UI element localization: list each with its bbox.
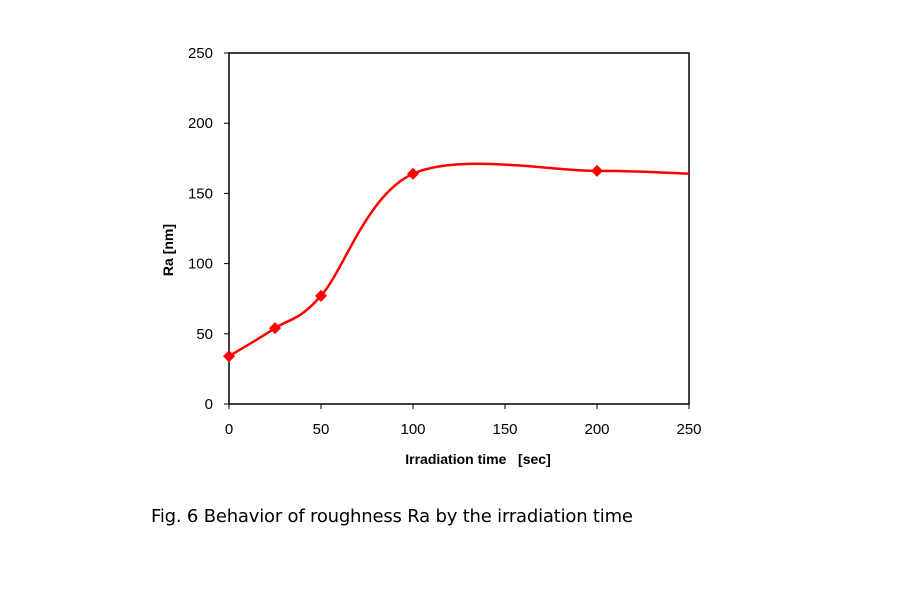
data-point-marker — [315, 289, 327, 302]
x-tick-label: 50 — [313, 421, 330, 438]
x-axis-label: Irradiation time [sec] — [405, 451, 550, 467]
data-point-marker — [223, 350, 235, 363]
data-point-marker — [269, 322, 281, 335]
x-tick-label: 100 — [400, 421, 425, 438]
data-point-marker — [591, 164, 603, 177]
x-tick-label: 200 — [584, 421, 609, 438]
y-tick-label: 250 — [188, 45, 213, 62]
data-point-marker — [407, 167, 419, 180]
y-tick-label: 0 — [205, 396, 213, 413]
x-tick-label: 250 — [676, 421, 701, 438]
x-tick-label: 0 — [225, 421, 233, 438]
y-tick-label: 150 — [188, 185, 213, 202]
y-axis-label: Ra [nm] — [160, 224, 176, 276]
figure-caption: Fig. 6 Behavior of roughness Ra by the i… — [151, 506, 633, 527]
y-tick-label: 200 — [188, 115, 213, 132]
y-tick-label: 50 — [196, 326, 213, 343]
y-tick-label: 100 — [188, 256, 213, 273]
plot-area — [228, 52, 690, 405]
x-tick-label: 150 — [492, 421, 517, 438]
